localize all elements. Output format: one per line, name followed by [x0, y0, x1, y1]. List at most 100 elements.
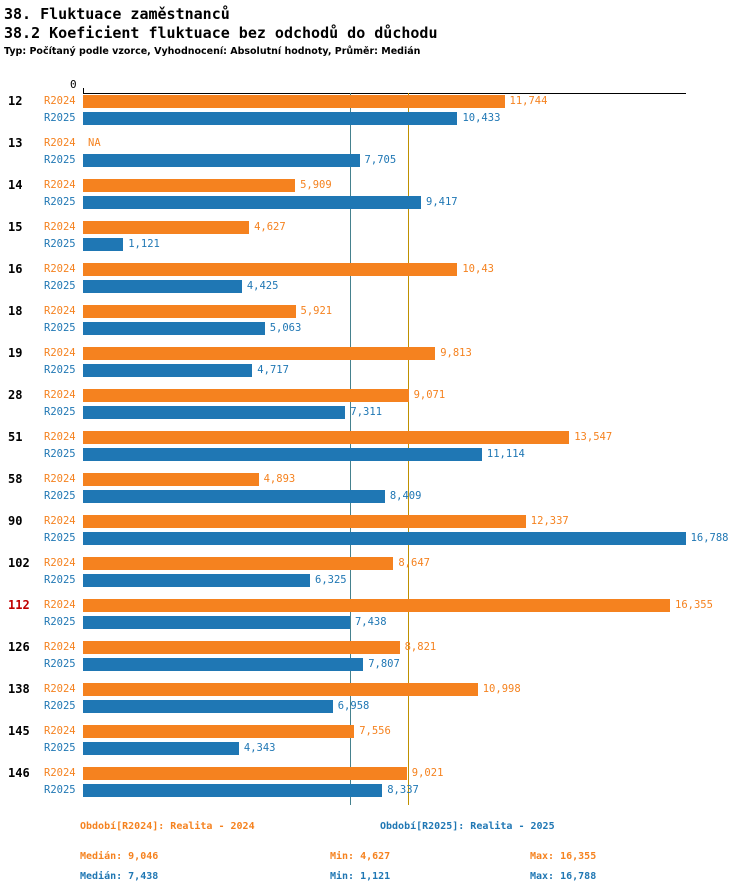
stat-max-r2025: Max: 16,788: [530, 871, 597, 882]
category-label: 90: [8, 514, 23, 528]
bar-r2024: [83, 725, 354, 738]
value-label-r2025: 4,343: [243, 742, 276, 754]
bar-r2025: [83, 112, 457, 125]
legend-r2025: Období[R2025]: Realita - 2025: [380, 821, 555, 832]
category-group-14: 14 R2024 5,909 R2025 9,417: [0, 179, 750, 209]
value-label-r2024: 8,821: [404, 641, 437, 653]
axis-zero-label: 0: [70, 78, 77, 91]
value-label-r2025: 10,433: [462, 112, 501, 124]
category-group-58: 58 R2024 4,893 R2025 8,409: [0, 473, 750, 503]
bar-r2024: [83, 263, 457, 276]
series-label-r2024: R2024: [44, 599, 76, 611]
value-label-r2024: 9,021: [411, 767, 444, 779]
value-label-r2025: 7,807: [368, 658, 400, 670]
stat-median-r2025: Medián: 7,438: [80, 871, 159, 882]
series-label-r2025: R2025: [44, 448, 76, 460]
series-label-r2024: R2024: [44, 95, 76, 107]
bar-r2024: [83, 179, 295, 192]
value-label-r2025: 6,958: [337, 700, 370, 712]
category-group-112: 112 R2024 16,355 R2025 7,438: [0, 599, 750, 629]
category-label: 146: [8, 766, 30, 780]
bar-r2025: [83, 448, 482, 461]
legend-r2024: Období[R2024]: Realita - 2024: [80, 821, 255, 832]
category-label: 145: [8, 724, 30, 738]
value-label-r2024: 5,909: [300, 179, 332, 191]
value-label-r2024: 7,556: [359, 725, 391, 737]
category-label: 28: [8, 388, 23, 402]
bar-r2024: [83, 389, 409, 402]
bar-r2024: [83, 641, 400, 654]
value-label-r2025: 7,705: [364, 154, 397, 166]
series-label-r2024: R2024: [44, 179, 76, 191]
category-label: 126: [8, 640, 30, 654]
value-label-r2025: 1,121: [128, 238, 160, 250]
bar-r2024: [83, 767, 407, 780]
stat-min-r2025: Min: 1,121: [330, 871, 391, 882]
bar-r2025: [83, 196, 421, 209]
category-group-16: 16 R2024 10,43 R2025 4,425: [0, 263, 750, 293]
series-label-r2025: R2025: [44, 322, 76, 334]
bar-r2025: [83, 406, 345, 419]
value-label-r2024: 12,337: [530, 515, 569, 527]
value-label-r2025: 6,325: [315, 574, 347, 586]
value-label-r2024: NA: [88, 137, 101, 149]
bar-r2024: [83, 515, 526, 528]
value-label-r2024: 9,071: [413, 389, 446, 401]
value-label-r2024: 8,647: [398, 557, 430, 569]
bar-r2025: [83, 532, 686, 545]
category-group-13: 13 R2024 NA R2025 7,705: [0, 137, 750, 167]
series-label-r2024: R2024: [44, 137, 76, 149]
x-axis-line: [83, 93, 686, 94]
category-label: 15: [8, 220, 23, 234]
bar-r2024: [83, 599, 670, 612]
category-label: 51: [8, 430, 23, 444]
bar-r2024: [83, 683, 478, 696]
series-label-r2025: R2025: [44, 238, 76, 250]
series-label-r2025: R2025: [44, 532, 76, 544]
value-label-r2025: 4,717: [257, 364, 289, 376]
series-label-r2024: R2024: [44, 305, 76, 317]
stat-min-r2024: Min: 4,627: [330, 851, 391, 862]
value-label-r2025: 8,409: [389, 490, 422, 502]
category-group-138: 138 R2024 10,998 R2025 6,958: [0, 683, 750, 713]
category-group-102: 102 R2024 8,647 R2025 6,325: [0, 557, 750, 587]
category-label: 58: [8, 472, 23, 486]
category-group-19: 19 R2024 9,813 R2025 4,717: [0, 347, 750, 377]
category-label: 16: [8, 262, 23, 276]
series-label-r2025: R2025: [44, 154, 76, 166]
bar-r2025: [83, 490, 385, 503]
bar-r2025: [83, 154, 360, 167]
category-label: 102: [8, 556, 30, 570]
category-label: 12: [8, 94, 23, 108]
series-label-r2025: R2025: [44, 406, 76, 418]
series-label-r2025: R2025: [44, 112, 76, 124]
bar-r2025: [83, 616, 350, 629]
bar-r2024: [83, 347, 435, 360]
series-label-r2025: R2025: [44, 490, 76, 502]
value-label-r2024: 5,921: [300, 305, 333, 317]
value-label-r2025: 11,114: [486, 448, 525, 460]
value-label-r2025: 4,425: [246, 280, 279, 292]
report-meta: Typ: Počítaný podle vzorce, Vyhodnocení:…: [4, 46, 421, 57]
bar-r2025: [83, 742, 239, 755]
series-label-r2024: R2024: [44, 767, 76, 779]
series-label-r2024: R2024: [44, 473, 76, 485]
bar-r2025: [83, 658, 363, 671]
bar-r2025: [83, 364, 252, 377]
x-axis-tick: [83, 88, 84, 93]
series-label-r2024: R2024: [44, 683, 76, 695]
value-label-r2024: 9,813: [440, 347, 472, 359]
value-label-r2025: 9,417: [426, 196, 458, 208]
category-group-18: 18 R2024 5,921 R2025 5,063: [0, 305, 750, 335]
category-label: 18: [8, 304, 23, 318]
bar-r2024: [83, 473, 259, 486]
category-group-15: 15 R2024 4,627 R2025 1,121: [0, 221, 750, 251]
series-label-r2025: R2025: [44, 574, 76, 586]
bar-r2025: [83, 322, 265, 335]
series-label-r2024: R2024: [44, 263, 76, 275]
series-label-r2025: R2025: [44, 364, 76, 376]
category-group-90: 90 R2024 12,337 R2025 16,788: [0, 515, 750, 545]
value-label-r2025: 5,063: [269, 322, 302, 334]
category-label: 19: [8, 346, 23, 360]
bar-r2025: [83, 574, 310, 587]
